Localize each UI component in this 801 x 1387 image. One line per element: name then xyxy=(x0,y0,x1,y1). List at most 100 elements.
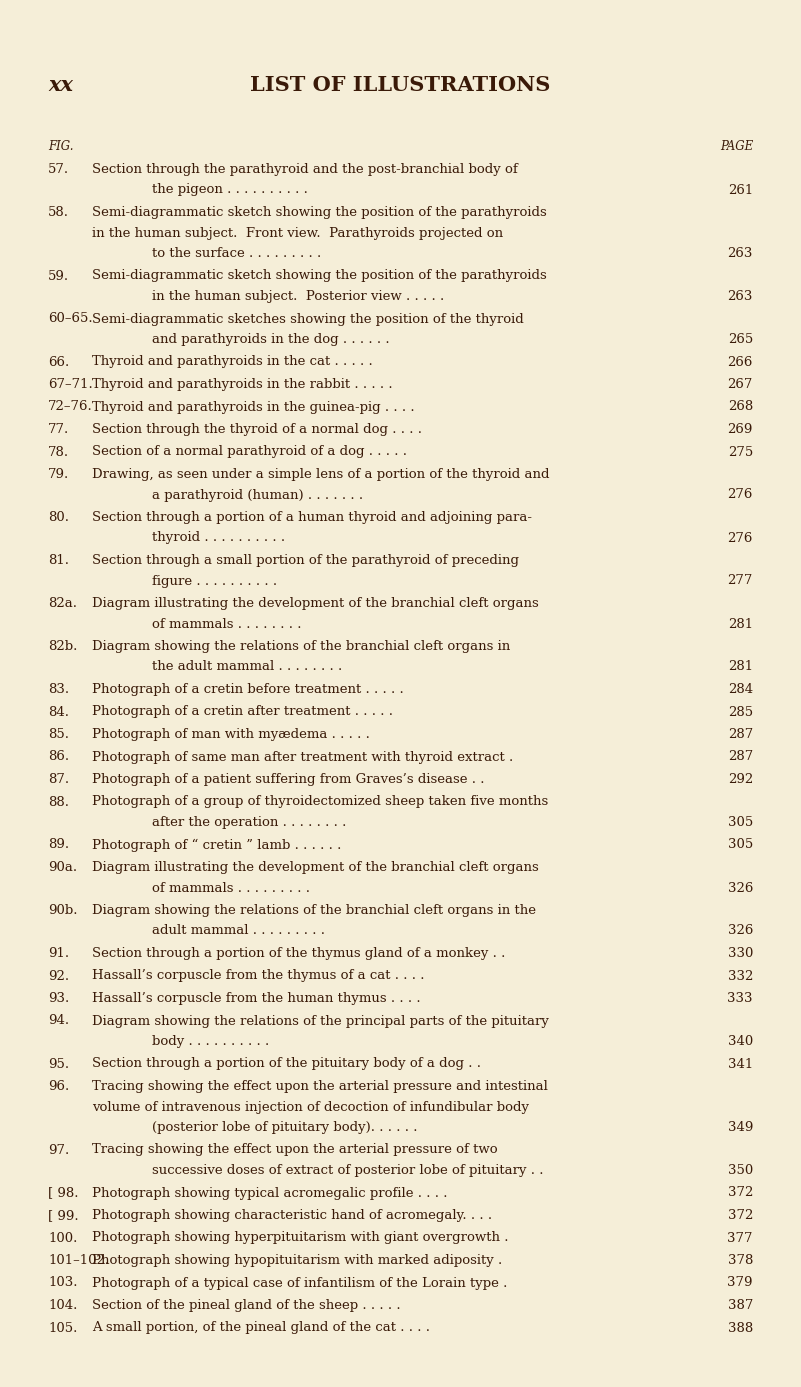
Text: 287: 287 xyxy=(728,728,753,741)
Text: Section of a normal parathyroid of a dog . . . . .: Section of a normal parathyroid of a dog… xyxy=(92,445,407,459)
Text: 305: 305 xyxy=(728,816,753,829)
Text: 100.: 100. xyxy=(48,1232,78,1244)
Text: Photograph of a cretin after treatment . . . . .: Photograph of a cretin after treatment .… xyxy=(92,706,393,718)
Text: 287: 287 xyxy=(728,750,753,763)
Text: Diagram showing the relations of the principal parts of the pituitary: Diagram showing the relations of the pri… xyxy=(92,1014,549,1028)
Text: Photograph of man with myædema . . . . .: Photograph of man with myædema . . . . . xyxy=(92,728,370,741)
Text: Diagram showing the relations of the branchial cleft organs in the: Diagram showing the relations of the bra… xyxy=(92,904,536,917)
Text: 379: 379 xyxy=(727,1276,753,1290)
Text: 60–65.: 60–65. xyxy=(48,312,93,326)
Text: 268: 268 xyxy=(728,401,753,413)
Text: 281: 281 xyxy=(728,617,753,631)
Text: 79.: 79. xyxy=(48,467,69,481)
Text: 263: 263 xyxy=(727,247,753,259)
Text: 266: 266 xyxy=(727,355,753,369)
Text: 372: 372 xyxy=(727,1209,753,1222)
Text: 292: 292 xyxy=(728,773,753,786)
Text: 372: 372 xyxy=(727,1186,753,1200)
Text: 88.: 88. xyxy=(48,796,69,809)
Text: 92.: 92. xyxy=(48,970,69,982)
Text: 91.: 91. xyxy=(48,947,69,960)
Text: 378: 378 xyxy=(727,1254,753,1266)
Text: and parathyroids in the dog . . . . . .: and parathyroids in the dog . . . . . . xyxy=(152,333,389,345)
Text: Diagram illustrating the development of the branchial cleft organs: Diagram illustrating the development of … xyxy=(92,861,539,874)
Text: LIST OF ILLUSTRATIONS: LIST OF ILLUSTRATIONS xyxy=(250,75,551,94)
Text: Section of the pineal gland of the sheep . . . . .: Section of the pineal gland of the sheep… xyxy=(92,1300,400,1312)
Text: 103.: 103. xyxy=(48,1276,78,1290)
Text: in the human subject.  Posterior view . . . . .: in the human subject. Posterior view . .… xyxy=(152,290,445,302)
Text: Photograph showing hypopituitarism with marked adiposity .: Photograph showing hypopituitarism with … xyxy=(92,1254,502,1266)
Text: 104.: 104. xyxy=(48,1300,78,1312)
Text: 285: 285 xyxy=(728,706,753,718)
Text: 78.: 78. xyxy=(48,445,69,459)
Text: 263: 263 xyxy=(727,290,753,302)
Text: 84.: 84. xyxy=(48,706,69,718)
Text: Hassall’s corpuscle from the thymus of a cat . . . .: Hassall’s corpuscle from the thymus of a… xyxy=(92,970,425,982)
Text: 96.: 96. xyxy=(48,1080,69,1093)
Text: 349: 349 xyxy=(727,1121,753,1135)
Text: 275: 275 xyxy=(728,445,753,459)
Text: 281: 281 xyxy=(728,660,753,674)
Text: Semi-diagrammatic sketch showing the position of the parathyroids: Semi-diagrammatic sketch showing the pos… xyxy=(92,269,547,283)
Text: 276: 276 xyxy=(727,488,753,502)
Text: Photograph showing typical acromegalic profile . . . .: Photograph showing typical acromegalic p… xyxy=(92,1186,448,1200)
Text: 265: 265 xyxy=(728,333,753,345)
Text: 101–102.: 101–102. xyxy=(48,1254,109,1266)
Text: 94.: 94. xyxy=(48,1014,69,1028)
Text: (posterior lobe of pituitary body). . . . . .: (posterior lobe of pituitary body). . . … xyxy=(152,1121,417,1135)
Text: 86.: 86. xyxy=(48,750,69,763)
Text: 350: 350 xyxy=(728,1164,753,1178)
Text: [ 98.: [ 98. xyxy=(48,1186,78,1200)
Text: Thyroid and parathyroids in the rabbit . . . . .: Thyroid and parathyroids in the rabbit .… xyxy=(92,379,392,391)
Text: 267: 267 xyxy=(727,379,753,391)
Text: 93.: 93. xyxy=(48,992,69,1006)
Text: 277: 277 xyxy=(727,574,753,588)
Text: 67–71.: 67–71. xyxy=(48,379,93,391)
Text: 87.: 87. xyxy=(48,773,69,786)
Text: 82a.: 82a. xyxy=(48,596,77,610)
Text: 326: 326 xyxy=(727,925,753,938)
Text: Photograph of a group of thyroidectomized sheep taken five months: Photograph of a group of thyroidectomize… xyxy=(92,796,548,809)
Text: of mammals . . . . . . . . .: of mammals . . . . . . . . . xyxy=(152,882,310,895)
Text: to the surface . . . . . . . . .: to the surface . . . . . . . . . xyxy=(152,247,321,259)
Text: 85.: 85. xyxy=(48,728,69,741)
Text: 269: 269 xyxy=(727,423,753,436)
Text: a parathyroid (human) . . . . . . .: a parathyroid (human) . . . . . . . xyxy=(152,488,363,502)
Text: volume of intravenous injection of decoction of infundibular body: volume of intravenous injection of decoc… xyxy=(92,1100,529,1114)
Text: body . . . . . . . . . .: body . . . . . . . . . . xyxy=(152,1035,269,1049)
Text: the adult mammal . . . . . . . .: the adult mammal . . . . . . . . xyxy=(152,660,342,674)
Text: 284: 284 xyxy=(728,682,753,696)
Text: Section through the parathyroid and the post-branchial body of: Section through the parathyroid and the … xyxy=(92,164,517,176)
Text: Photograph of a patient suffering from Graves’s disease . .: Photograph of a patient suffering from G… xyxy=(92,773,485,786)
Text: Diagram showing the relations of the branchial cleft organs in: Diagram showing the relations of the bra… xyxy=(92,639,510,653)
Text: Thyroid and parathyroids in the guinea-pig . . . .: Thyroid and parathyroids in the guinea-p… xyxy=(92,401,415,413)
Text: 72–76.: 72–76. xyxy=(48,401,93,413)
Text: 90a.: 90a. xyxy=(48,861,77,874)
Text: Section through a portion of the thymus gland of a monkey . .: Section through a portion of the thymus … xyxy=(92,947,505,960)
Text: Photograph of a cretin before treatment . . . . .: Photograph of a cretin before treatment … xyxy=(92,682,404,696)
Text: A small portion, of the pineal gland of the cat . . . .: A small portion, of the pineal gland of … xyxy=(92,1322,430,1334)
Text: Photograph of same man after treatment with thyroid extract .: Photograph of same man after treatment w… xyxy=(92,750,517,763)
Text: 97.: 97. xyxy=(48,1143,69,1157)
Text: Semi-diagrammatic sketches showing the position of the thyroid: Semi-diagrammatic sketches showing the p… xyxy=(92,312,524,326)
Text: Section through the thyroid of a normal dog . . . .: Section through the thyroid of a normal … xyxy=(92,423,422,436)
Text: Photograph of a typical case of infantilism of the Lorain type .: Photograph of a typical case of infantil… xyxy=(92,1276,507,1290)
Text: 261: 261 xyxy=(728,183,753,197)
Text: Diagram illustrating the development of the branchial cleft organs: Diagram illustrating the development of … xyxy=(92,596,539,610)
Text: Section through a portion of a human thyroid and adjoining para-: Section through a portion of a human thy… xyxy=(92,510,532,524)
Text: the pigeon . . . . . . . . . .: the pigeon . . . . . . . . . . xyxy=(152,183,308,197)
Text: 388: 388 xyxy=(728,1322,753,1334)
Text: FIG.: FIG. xyxy=(48,140,74,153)
Text: Tracing showing the effect upon the arterial pressure of two: Tracing showing the effect upon the arte… xyxy=(92,1143,497,1157)
Text: Thyroid and parathyroids in the cat . . . . .: Thyroid and parathyroids in the cat . . … xyxy=(92,355,372,369)
Text: Hassall’s corpuscle from the human thymus . . . .: Hassall’s corpuscle from the human thymu… xyxy=(92,992,421,1006)
Text: 58.: 58. xyxy=(48,207,69,219)
Text: Photograph showing hyperpituitarism with giant overgrowth .: Photograph showing hyperpituitarism with… xyxy=(92,1232,509,1244)
Text: 333: 333 xyxy=(727,992,753,1006)
Text: 77.: 77. xyxy=(48,423,69,436)
Text: Drawing, as seen under a simple lens of a portion of the thyroid and: Drawing, as seen under a simple lens of … xyxy=(92,467,549,481)
Text: 105.: 105. xyxy=(48,1322,78,1334)
Text: 326: 326 xyxy=(727,882,753,895)
Text: 83.: 83. xyxy=(48,682,69,696)
Text: thyroid . . . . . . . . . .: thyroid . . . . . . . . . . xyxy=(152,531,285,545)
